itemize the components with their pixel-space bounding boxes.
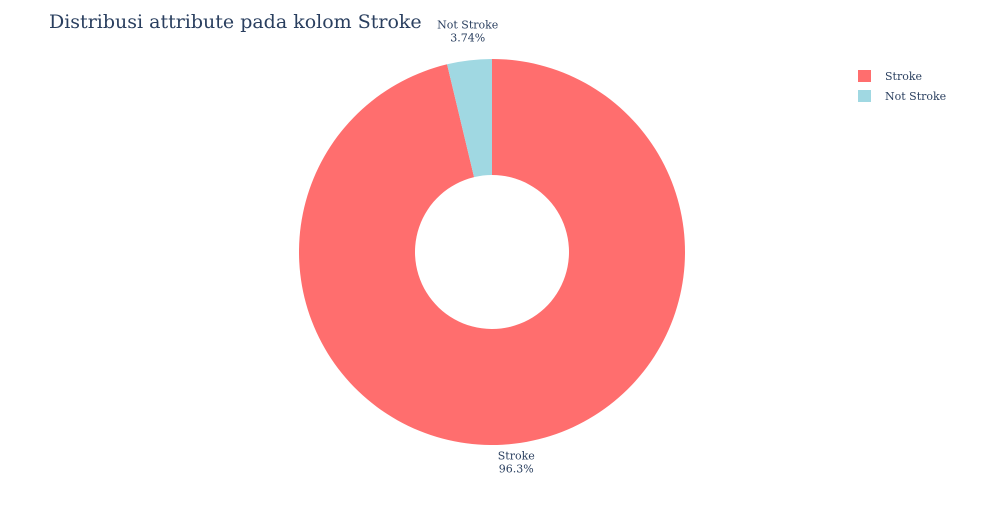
legend-item-not-stroke[interactable]: Not Stroke xyxy=(858,86,946,106)
slice-label-stroke: Stroke xyxy=(498,450,535,463)
legend-swatch-stroke xyxy=(858,70,871,82)
legend-item-stroke[interactable]: Stroke xyxy=(858,66,946,86)
slice-percent-stroke: 96.3% xyxy=(499,463,534,476)
slice-stroke[interactable] xyxy=(298,59,685,445)
legend-label-stroke: Stroke xyxy=(885,69,923,83)
slice-percent-not-stroke: 3.74% xyxy=(450,31,485,44)
slice-not-stroke[interactable] xyxy=(447,59,492,178)
legend: Stroke Not Stroke xyxy=(858,66,946,106)
legend-label-not-stroke: Not Stroke xyxy=(885,89,947,103)
chart-title: Distribusi attribute pada kolom Stroke xyxy=(49,11,422,33)
slice-label-not-stroke: Not Stroke xyxy=(437,18,498,31)
legend-swatch-not-stroke xyxy=(858,90,871,102)
